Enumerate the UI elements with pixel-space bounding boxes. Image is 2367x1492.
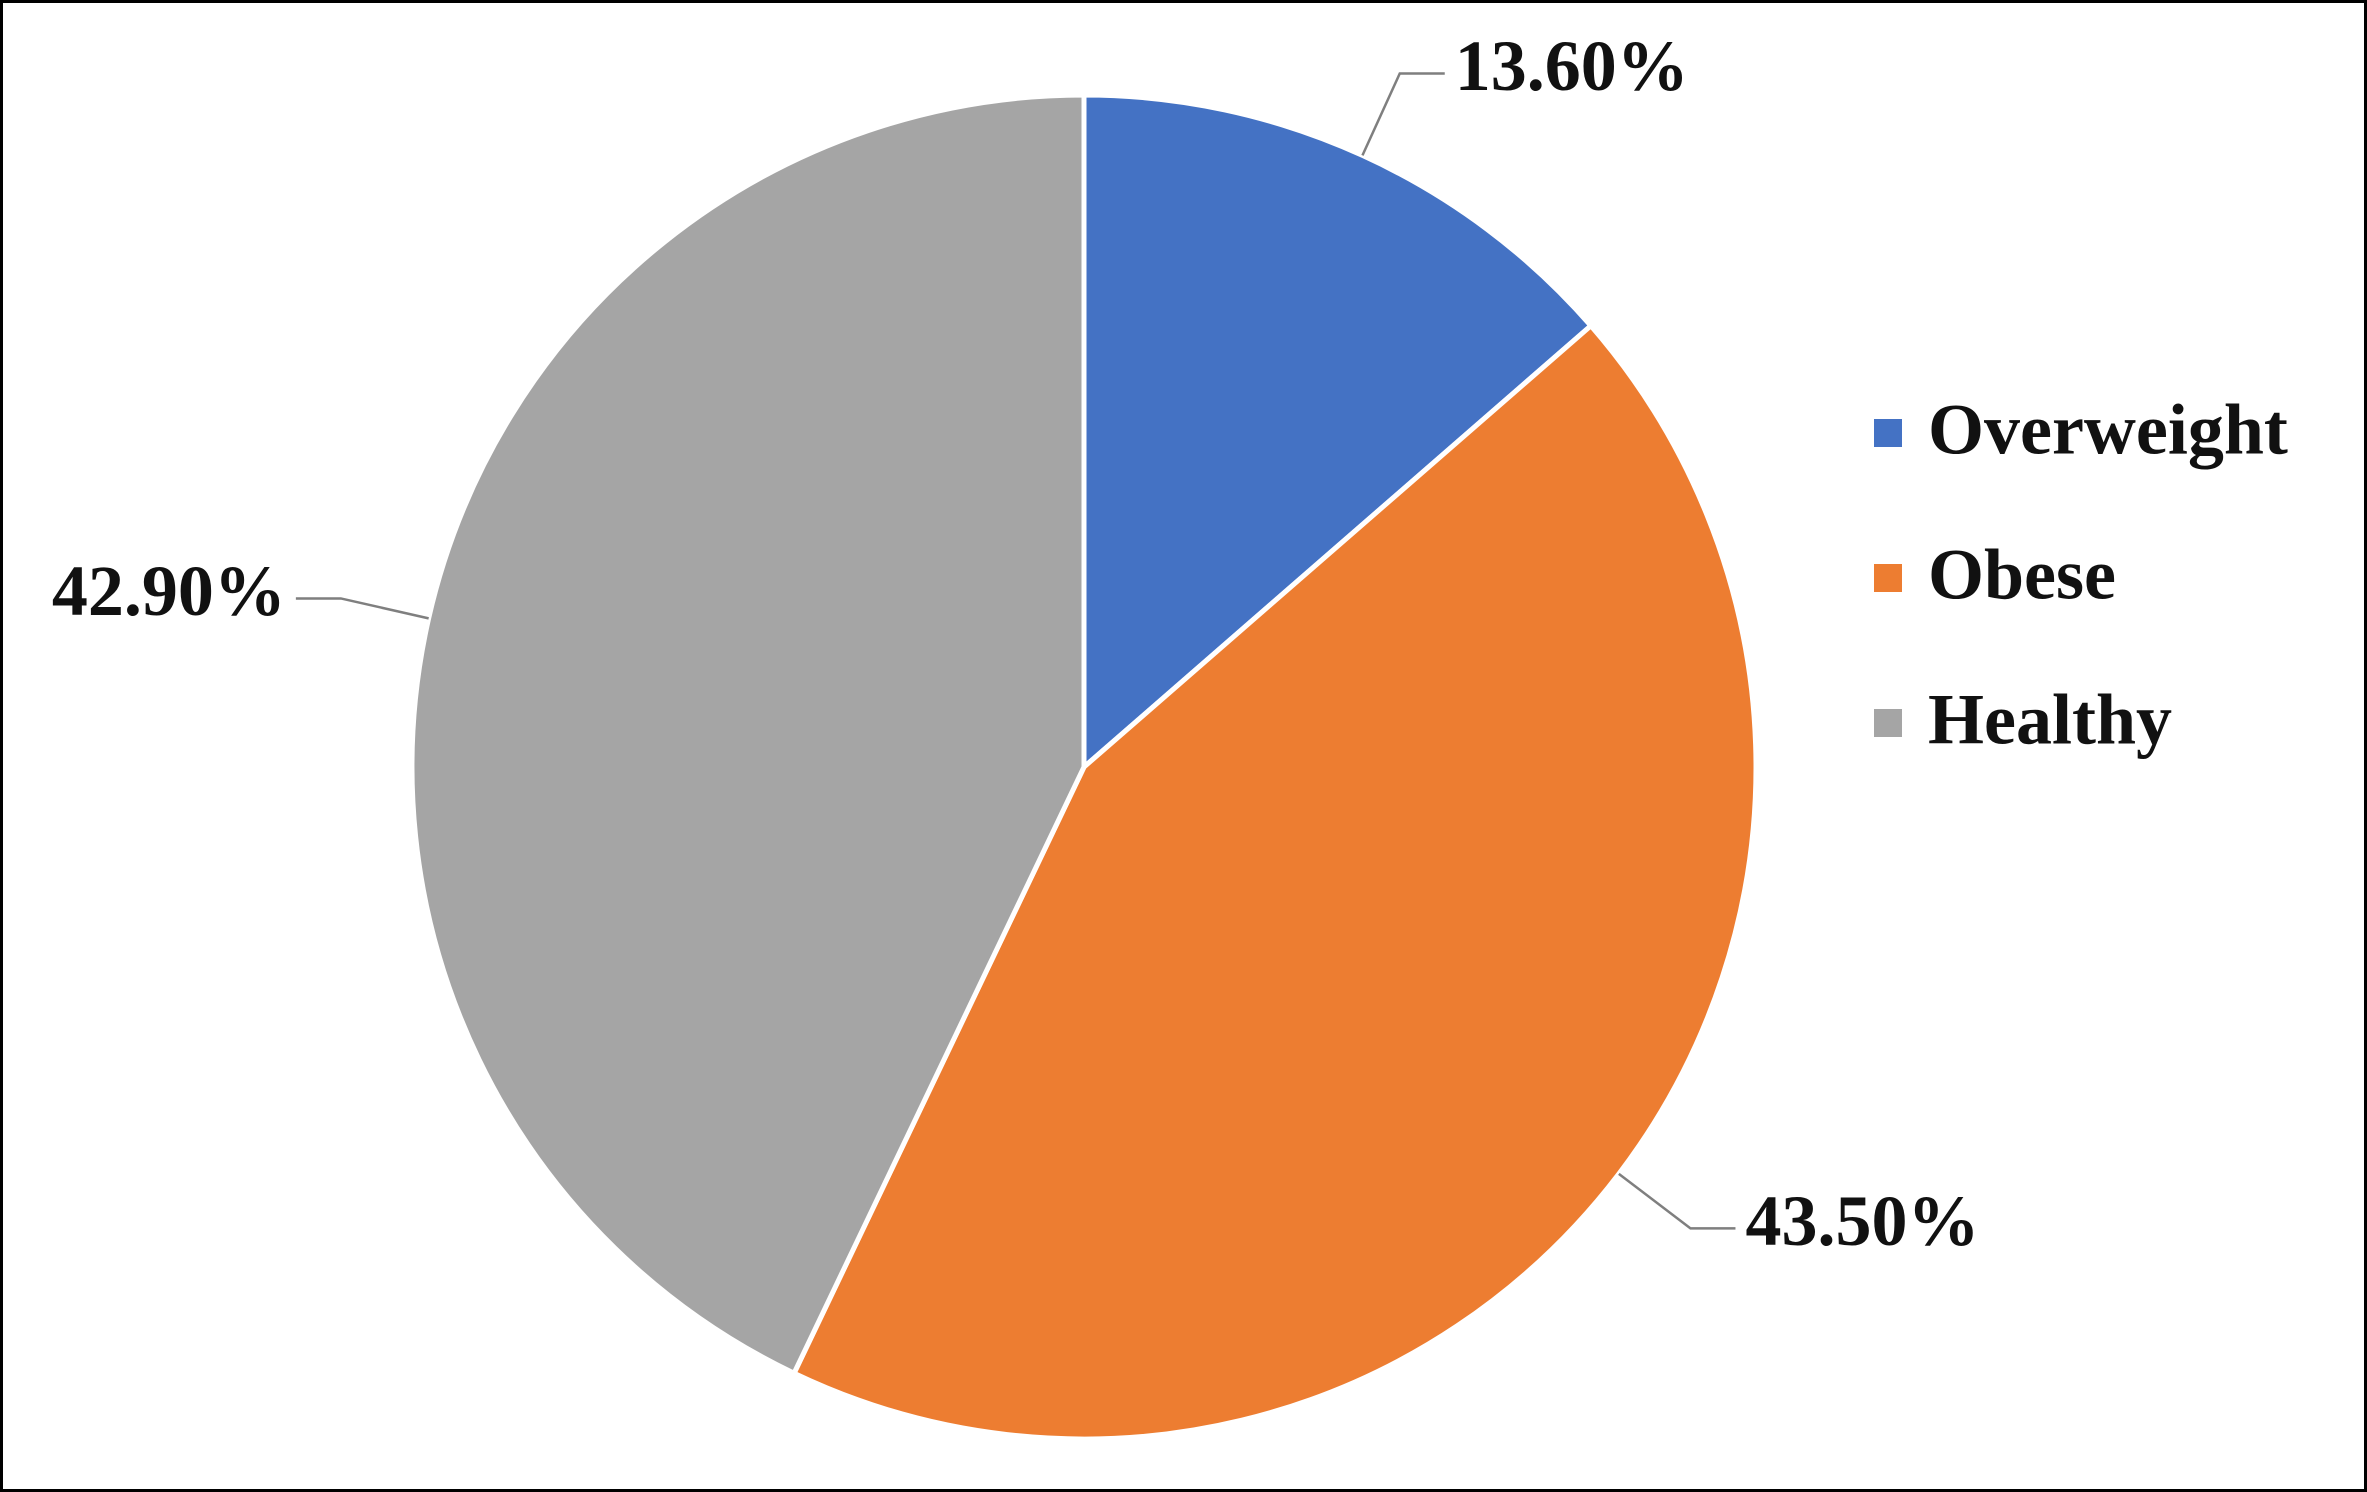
legend-label: Overweight bbox=[1928, 390, 2288, 470]
legend-label: Obese bbox=[1928, 535, 2116, 615]
leader-line bbox=[295, 597, 429, 620]
pie-slice bbox=[1081, 92, 1595, 773]
pie-slice bbox=[409, 92, 1087, 1377]
data-label: 43.50% bbox=[1745, 1181, 1979, 1261]
data-label: 13.60% bbox=[1455, 26, 1689, 106]
legend-swatch bbox=[1874, 564, 1902, 592]
legend-swatch bbox=[1874, 419, 1902, 447]
data-label: 42.90% bbox=[52, 551, 286, 631]
legend-label: Healthy bbox=[1928, 680, 2172, 760]
pie-slice bbox=[790, 322, 1759, 1442]
legend-swatch bbox=[1874, 709, 1902, 737]
leader-line bbox=[1361, 72, 1445, 156]
leader-line bbox=[1618, 1172, 1736, 1230]
